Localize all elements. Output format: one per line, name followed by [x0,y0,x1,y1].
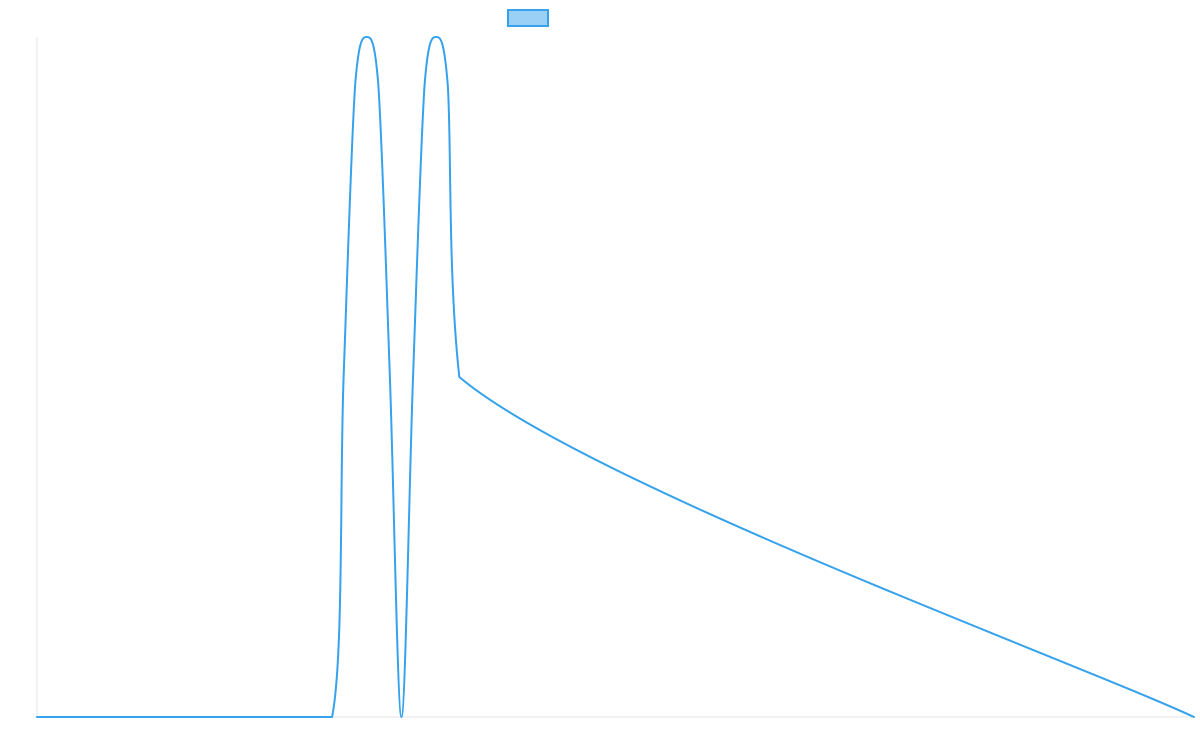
data-point[interactable] [456,374,462,380]
legend[interactable] [507,9,549,27]
axes [36,37,1194,718]
series-line-0 [36,36,1195,719]
data-point[interactable] [398,714,404,720]
data-point[interactable] [410,374,416,380]
data-point[interactable] [445,82,451,88]
data-point[interactable] [433,34,439,40]
data-point[interactable] [329,714,335,720]
data-point[interactable] [364,34,370,40]
data-point[interactable] [1191,714,1197,720]
legend-swatch[interactable] [507,9,549,27]
series-layer [34,34,1197,720]
data-point[interactable] [352,82,358,88]
data-point[interactable] [34,714,40,720]
data-point[interactable] [387,374,393,380]
data-point[interactable] [375,82,381,88]
data-point[interactable] [341,374,347,380]
data-point[interactable] [422,82,428,88]
